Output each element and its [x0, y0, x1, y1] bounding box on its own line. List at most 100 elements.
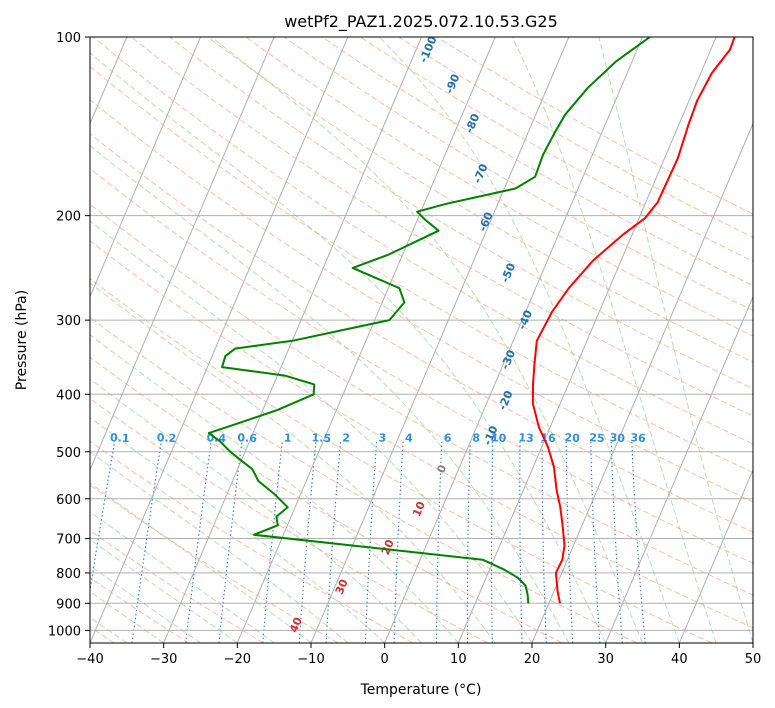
mixing-ratio-label: 6 — [443, 431, 452, 444]
isotherm — [457, 37, 717, 643]
isotherm — [605, 295, 753, 643]
x-tick-label: −10 — [297, 652, 324, 667]
dry-adiabat-label: 30 — [333, 577, 351, 596]
dry-adiabat — [207, 37, 753, 363]
chart-title: wetPf2_PAZ1.2025.072.10.53.G25 — [284, 12, 558, 32]
moist-adiabat — [90, 591, 164, 643]
isotherm — [90, 37, 349, 643]
y-tick-label: 700 — [56, 533, 81, 548]
mixing-ratio-label: 16 — [540, 431, 556, 445]
dry-adiabats — [90, 37, 753, 643]
mixing-ratio-line — [519, 441, 523, 643]
moist-adiabat — [90, 52, 607, 643]
mixing-ratio-line — [565, 441, 574, 643]
isotherm — [310, 37, 570, 643]
mixing-ratio-line — [610, 441, 623, 643]
isotherm — [531, 122, 753, 643]
y-axis-label: Pressure (hPa) — [14, 290, 30, 390]
dry-adiabat — [90, 65, 753, 474]
mixing-ratio-label: 0.2 — [156, 431, 176, 445]
mixing-ratio-label: 0.1 — [110, 431, 130, 445]
moist-adiabat — [90, 451, 349, 643]
x-tick-label: 20 — [524, 652, 541, 667]
mixing-ratio-line — [218, 441, 243, 643]
dry-adiabat-label: 20 — [379, 537, 397, 556]
mixing-ratio-line — [90, 441, 116, 595]
dewpoint-profile-line — [207, 37, 651, 604]
x-tick-label: −30 — [150, 652, 177, 667]
moist-adiabat — [90, 144, 570, 643]
dry-adiabat — [90, 240, 753, 629]
moist-adiabat — [511, 37, 717, 643]
dry-adiabat — [90, 133, 753, 533]
moist-adiabat — [90, 511, 275, 643]
dry-adiabat — [90, 577, 190, 643]
y-tick-label: 1000 — [48, 624, 81, 639]
isotherm — [90, 37, 275, 472]
isotherm — [678, 468, 753, 643]
isotherm — [384, 37, 643, 643]
moist-adiabat — [90, 282, 496, 643]
mixing-ratio-label: 13 — [518, 431, 534, 445]
mixing-ratio-line — [490, 441, 494, 643]
moist-adiabats — [90, 37, 753, 643]
mixing-ratio-label: 3 — [378, 431, 386, 444]
dry-adiabat — [90, 203, 753, 596]
y-tick-label: 100 — [56, 31, 81, 46]
moist-adiabat — [90, 220, 533, 643]
y-tick-label: 600 — [56, 493, 81, 508]
isotherm — [90, 37, 201, 298]
y-tick-label: 400 — [56, 388, 81, 403]
mixing-ratio-label: 1 — [284, 431, 292, 444]
y-tick-label: 300 — [56, 314, 81, 329]
mixing-ratio-line — [185, 441, 212, 643]
y-tick-label: 800 — [56, 567, 81, 582]
dry-adiabat — [283, 37, 753, 312]
moist-adiabat — [378, 37, 680, 643]
moist-adiabat — [211, 37, 643, 643]
mixing-ratio-label: 8 — [472, 431, 480, 444]
x-tick-label: 0 — [381, 652, 389, 667]
mixing-ratio-line — [590, 441, 601, 643]
mixing-ratio-line — [631, 441, 646, 643]
mixing-ratio-line — [435, 441, 443, 643]
dry-adiabat — [90, 167, 753, 564]
mixing-ratio-line — [131, 441, 162, 643]
mixing-ratio-line — [298, 441, 317, 643]
dry-adiabat — [90, 397, 488, 643]
mixing-ratio-line — [541, 441, 547, 643]
profile-series — [207, 37, 736, 604]
mixing-ratio-line — [262, 441, 283, 643]
dry-adiabat-label: 10 — [410, 499, 428, 518]
mixing-ratio-label: 30 — [609, 431, 625, 445]
y-tick-label: 200 — [56, 210, 81, 225]
moist-adiabat — [90, 416, 386, 643]
x-tick-label: 50 — [745, 652, 762, 667]
mixing-ratio-label: 0.6 — [237, 431, 257, 445]
x-tick-label: 40 — [671, 652, 688, 667]
mixing-ratio-label: 36 — [630, 431, 646, 445]
moist-adiabat — [598, 37, 753, 643]
mixing-ratio-line — [364, 441, 378, 643]
mixing-ratio-label: 25 — [589, 431, 605, 445]
dry-adiabat — [131, 37, 753, 417]
y-tick-label: 900 — [56, 597, 81, 612]
dry-adiabat-label: 40 — [287, 615, 305, 634]
moist-adiabat — [90, 565, 201, 643]
temperature-profile-line — [531, 37, 736, 604]
dry-adiabat — [90, 316, 638, 643]
mixing-ratio-label: 20 — [564, 431, 580, 445]
x-tick-label: 30 — [597, 652, 614, 667]
dry-adiabat — [90, 484, 339, 643]
dry-adiabat — [90, 440, 414, 643]
mixing-ratio-label: 10 — [491, 431, 507, 445]
x-axis-label: Temperature (°C) — [360, 682, 482, 698]
moist-adiabat — [90, 538, 238, 643]
x-tick-label: −40 — [76, 652, 103, 667]
mixing-ratio-lines — [90, 441, 646, 643]
mixing-ratio-line — [325, 441, 342, 643]
y-axis: 100 200 300 400 500 600 700 800 900 1000 — [48, 31, 90, 639]
mixing-ratio-label: 1.5 — [311, 431, 331, 445]
